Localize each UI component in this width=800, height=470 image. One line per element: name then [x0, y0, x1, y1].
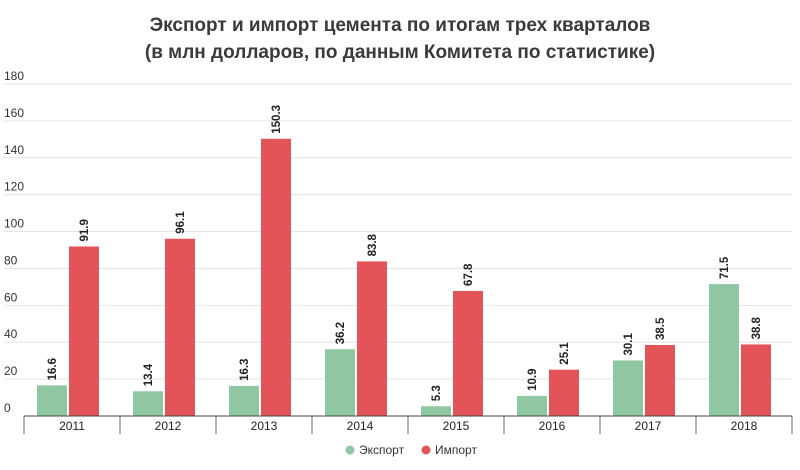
data-label: 16.6	[47, 358, 59, 380]
data-label: 83.8	[367, 233, 379, 256]
data-label: 5.3	[431, 385, 443, 401]
data-label: 67.8	[463, 263, 475, 286]
x-tick-label: 2012	[155, 419, 182, 433]
data-label: 150.3	[271, 105, 283, 134]
data-label: 36.2	[335, 322, 347, 344]
data-label: 13.4	[143, 363, 155, 386]
bar-export	[613, 360, 643, 416]
bar-export	[229, 385, 259, 416]
x-tick-label: 2011	[59, 419, 85, 433]
bar-export	[37, 385, 67, 416]
legend-marker	[421, 445, 431, 455]
y-tick-label: 100	[4, 217, 24, 231]
data-label: 16.3	[239, 359, 251, 381]
bar-import	[261, 138, 291, 416]
data-label: 91.9	[79, 219, 91, 241]
x-tick-label: 2013	[251, 419, 278, 433]
bar-import	[69, 246, 99, 416]
y-tick-label: 60	[4, 290, 18, 304]
y-tick-label: 40	[4, 327, 18, 341]
bar-export	[421, 406, 451, 416]
x-axis: 2011 2012 2013 2014 2015 2016 2017 2018	[23, 415, 793, 434]
legend-marker	[345, 445, 355, 455]
y-tick-label: 20	[4, 364, 18, 378]
legend: Экспорт Импорт	[345, 443, 477, 457]
bar-export	[133, 391, 163, 416]
chart-subtitle: (в млн долларов, по данным Комитета по с…	[145, 42, 655, 63]
data-label: 30.1	[623, 332, 635, 355]
bar-import	[453, 290, 483, 416]
legend-label: Экспорт	[359, 443, 405, 457]
bar-import	[357, 261, 387, 416]
y-tick-label: 0	[4, 401, 11, 415]
data-label: 96.1	[175, 211, 187, 234]
chart-title: Экспорт и импорт цемента по итогам трех …	[150, 15, 651, 36]
x-tick-label: 2018	[731, 419, 758, 433]
y-tick-label: 180	[4, 69, 24, 83]
y-tick-label: 80	[4, 253, 18, 267]
data-label: 71.5	[719, 256, 731, 279]
bar-export	[517, 395, 547, 416]
data-label: 38.5	[655, 317, 667, 340]
bar-export	[325, 349, 355, 416]
legend-label: Импорт	[435, 443, 477, 457]
grid: 0 20 40 60 80 100 120 140 160 180	[4, 69, 792, 415]
bars: 16.6 13.4 16.3 36.2 5.3 10.9 30.1 71.5 91.9 96.1 1…	[37, 105, 771, 416]
data-label: 10.9	[527, 369, 539, 391]
bar-export	[709, 284, 739, 416]
bar-import	[549, 369, 579, 416]
x-tick-label: 2015	[443, 419, 470, 433]
y-tick-label: 160	[4, 106, 24, 120]
data-label: 25.1	[559, 342, 571, 365]
y-tick-label: 120	[4, 180, 24, 194]
bar-import	[645, 344, 675, 416]
x-tick-label: 2014	[347, 419, 374, 433]
bar-import	[741, 344, 771, 416]
data-label: 38.8	[751, 316, 763, 339]
bar-import	[165, 238, 195, 416]
x-tick-label: 2017	[635, 419, 662, 433]
y-tick-label: 140	[4, 143, 24, 157]
x-tick-label: 2016	[539, 419, 566, 433]
